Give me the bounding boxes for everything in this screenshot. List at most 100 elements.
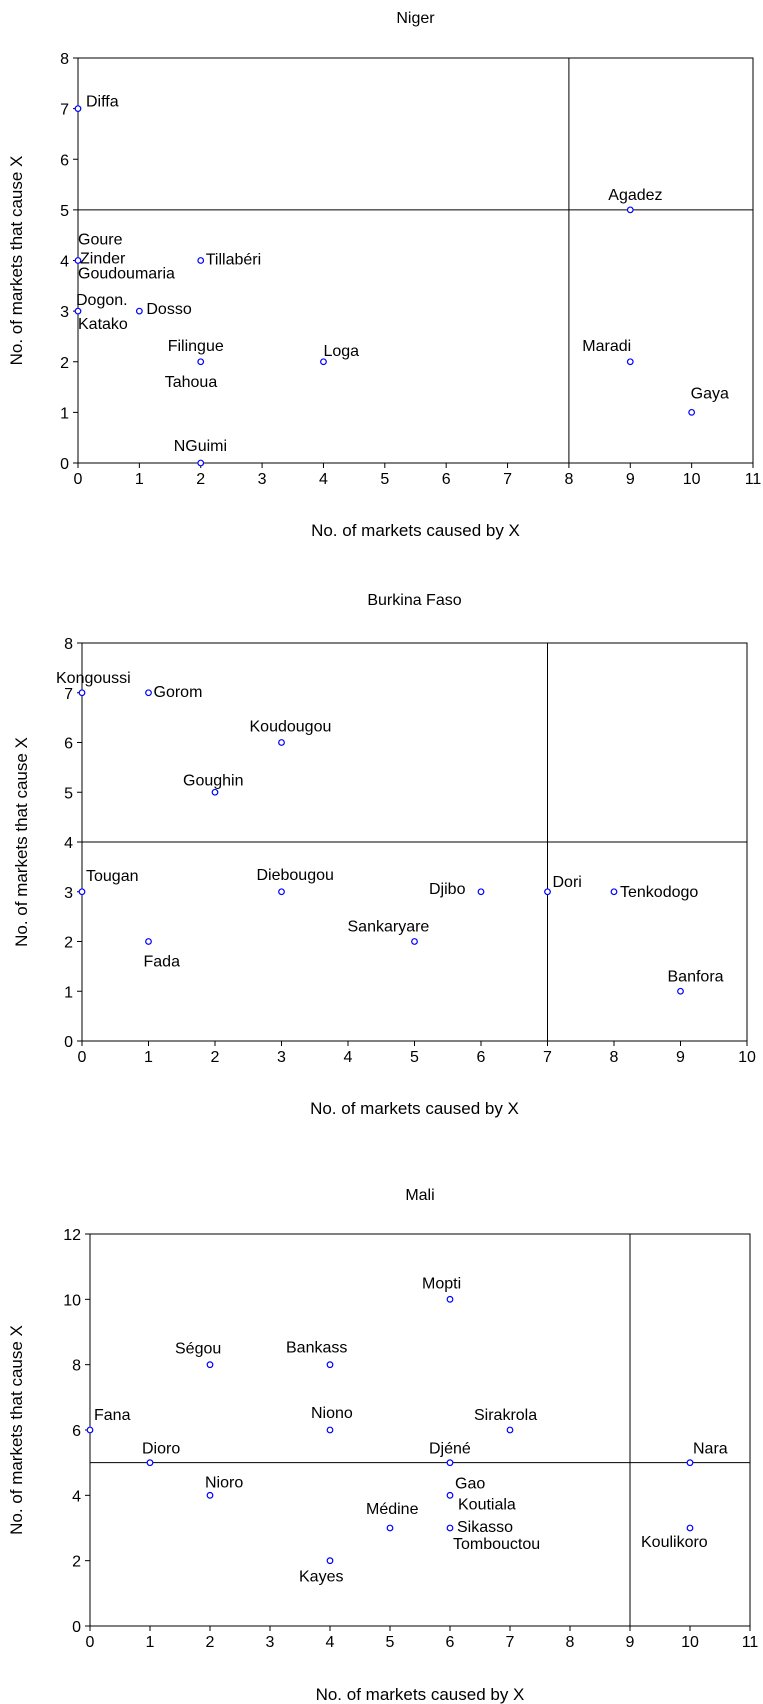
data-point [197,257,205,264]
data-point [86,1426,94,1434]
x-tick-label: 8 [566,1634,575,1651]
point-label: Gao [455,1475,485,1492]
point-label: Gaya [691,385,729,402]
data-point [626,206,634,214]
y-tick-label: 5 [64,785,73,802]
point-label: Djibo [429,881,466,898]
data-point [677,987,684,995]
chart-1: Burkina Faso 0 1 2 3 4 5 6 7 8 9 10 0 1 2 3 4 5 6 7 8 No. of … [12,592,756,1118]
x-tick-label: 3 [266,1634,275,1651]
point-label: NGuimi [174,438,227,455]
data-point [278,739,285,746]
point-label: Nioro [205,1474,243,1491]
x-tick-label: 10 [683,471,701,488]
y-tick-label: 1 [60,405,69,422]
x-tick-label: 4 [344,1049,353,1066]
x-tick-label: 5 [386,1634,395,1651]
data-point [197,358,205,366]
data-point [206,1361,214,1369]
x-tick-label: 11 [745,471,762,488]
point-label: Nara [693,1441,728,1458]
data-point [477,888,485,896]
point-label: Médine [366,1501,419,1518]
x-tick-label: 4 [319,471,328,488]
y-tick-label: 0 [64,1034,73,1051]
point-label: Sikasso [457,1519,513,1536]
data-point [78,888,86,896]
y-tick-label: 8 [60,51,69,68]
y-tick-label: 8 [72,1358,81,1375]
x-tick-label: 1 [135,471,144,488]
x-tick-label: 10 [738,1049,756,1066]
x-tick-label: 6 [442,471,451,488]
data-point [686,1524,694,1532]
data-point [197,459,205,467]
data-point [626,358,634,366]
point-label: Dogon. [76,292,128,309]
x-tick-label: 3 [258,471,267,488]
data-point [506,1426,514,1434]
point-label: Koutiala [458,1496,516,1513]
x-tick-label: 1 [144,1049,153,1066]
y-axis-label: No. of markets that cause X [7,156,26,366]
point-label: Banfora [668,968,724,985]
x-tick-label: 9 [626,471,635,488]
data-point [326,1557,334,1565]
point-label: Goudoumaria [78,266,175,283]
data-point [78,689,86,697]
data-point [446,1491,454,1499]
x-tick-label: 0 [78,1049,87,1066]
x-tick-label: 0 [86,1634,95,1651]
x-tick-label: 9 [626,1634,635,1651]
data-point [278,888,285,896]
point-label: Ségou [175,1341,221,1358]
data-point [686,1459,694,1467]
y-axis-label: No. of markets that cause X [7,1325,26,1535]
x-tick-label: 6 [477,1049,486,1066]
chart-title: Burkina Faso [367,592,461,609]
y-tick-label: 2 [72,1554,81,1571]
y-tick-label: 5 [60,203,69,220]
data-point [146,1459,154,1467]
point-label: Tahoua [165,374,218,391]
y-tick-label: 3 [60,304,69,321]
y-tick-label: 0 [72,1619,81,1636]
x-tick-label: 8 [564,471,573,488]
y-tick-label: 2 [64,935,73,952]
x-tick-label: 6 [446,1634,455,1651]
data-point [145,938,152,945]
y-tick-label: 4 [64,835,73,852]
point-label: Maradi [582,338,631,355]
x-tick-label: 4 [326,1634,335,1651]
point-label: Katako [78,316,128,333]
x-tick-label: 2 [206,1634,215,1651]
point-label: Tillabéri [206,252,261,269]
point-label: Sirakrola [474,1407,537,1424]
chart-0: Niger 0 1 2 3 4 5 6 7 8 9 10 11 0 1 2 3 4 5 6 7 8 No. of marke… [7,10,761,540]
point-label: Diebougou [257,867,334,884]
x-tick-label: 11 [742,1634,759,1651]
y-tick-label: 2 [60,355,69,372]
x-axis-label: No. of markets caused by X [316,1685,525,1704]
point-label: Fana [94,1407,131,1424]
point-label: Tenkodogo [620,884,698,901]
y-tick-label: 7 [60,102,69,119]
x-axis-label: No. of markets caused by X [310,1099,519,1118]
point-label: Dioro [142,1441,180,1458]
y-tick-label: 3 [64,885,73,902]
data-point [74,257,82,264]
x-tick-label: 9 [676,1049,685,1066]
data-point [211,788,219,796]
x-tick-label: 0 [74,471,83,488]
point-label: Tougan [86,868,139,885]
point-label: Zinder [80,251,126,268]
data-point [145,689,152,697]
point-label: Tombouctou [453,1536,540,1553]
data-point [386,1524,394,1532]
data-point [135,307,143,315]
data-point [610,888,618,896]
y-tick-label: 6 [64,736,73,753]
data-point [326,1426,334,1434]
chart-title: Niger [396,10,435,27]
